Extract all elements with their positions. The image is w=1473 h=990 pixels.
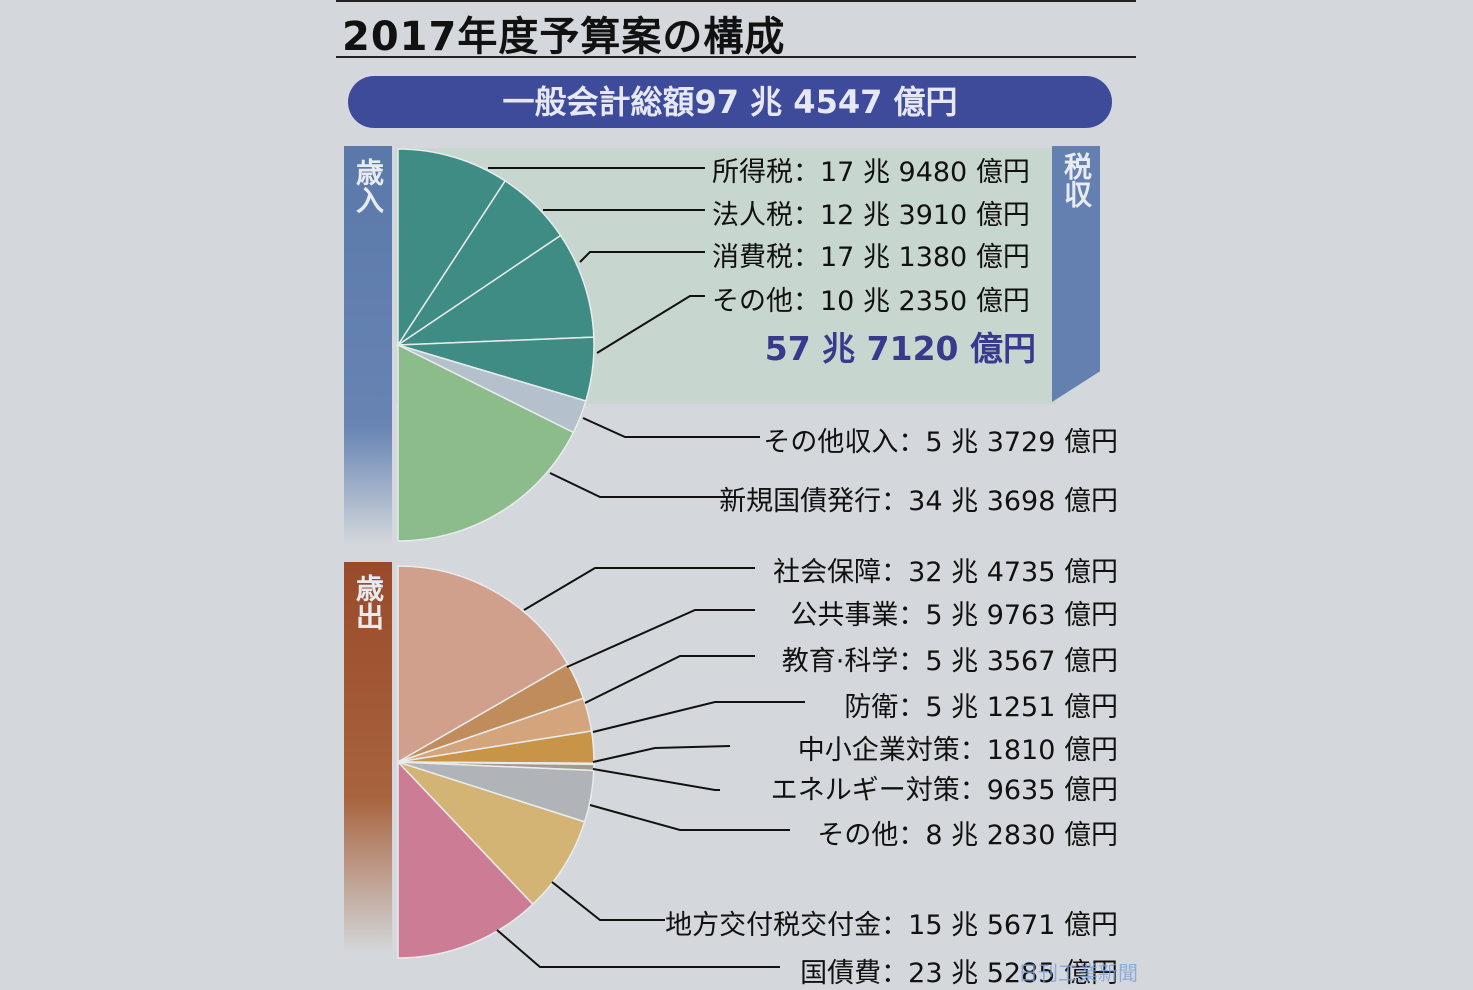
pie-slice-income-tax xyxy=(397,148,507,348)
expenditure-label-sme: 中小企業対策：1810 億円 xyxy=(797,735,1118,766)
expenditure-label-education-science: 教育·科学：5 兆 3567 億円 xyxy=(781,646,1118,677)
expenditure-label-bar: 歳出 xyxy=(344,562,392,954)
pie-slice-debt-service xyxy=(397,760,534,959)
tax-label: 税収 xyxy=(1060,152,1093,208)
expenditure-half-pie xyxy=(397,565,595,959)
revenue-label-consumption-tax: 消費税：17 兆 1380 億円 xyxy=(712,242,1030,273)
revenue-label-new-bonds: 新規国債発行：34 兆 3698 億円 xyxy=(719,486,1118,517)
revenue-label-other-tax: その他：10 兆 2350 億円 xyxy=(712,286,1030,317)
expenditure-label-defense: 防衛：5 兆 1251 億円 xyxy=(844,692,1118,723)
expenditure-label-energy: エネルギー対策：9635 億円 xyxy=(770,775,1118,806)
publisher-watermark: 日刊工業新聞 xyxy=(1018,961,1138,985)
revenue-label-other-income: その他収入：5 兆 3729 億円 xyxy=(763,427,1118,458)
pie-slice-social-security xyxy=(397,565,569,764)
expenditure-label-other: その他：8 兆 2830 億円 xyxy=(817,820,1118,851)
tax-label-bar: 税収 xyxy=(1052,146,1100,402)
revenue-label-income-tax: 所得税：17 兆 9480 億円 xyxy=(712,157,1030,188)
expenditure-label: 歳出 xyxy=(352,574,385,630)
revenue-label-bar: 歳入 xyxy=(344,146,392,546)
tax-total-value: 57 兆 7120 億円 xyxy=(764,329,1036,368)
title-top-rule xyxy=(336,0,1136,2)
pie-slice-local-allocation-tax xyxy=(397,761,586,906)
chart-title: 2017年度予算案の構成 xyxy=(342,14,786,60)
revenue-label: 歳入 xyxy=(352,158,385,214)
expenditure-label-social-security: 社会保障：32 兆 4735 億円 xyxy=(773,557,1118,588)
title-bottom-rule xyxy=(336,56,1136,58)
general-account-total: 一般会計総額97 兆 4547 億円 xyxy=(348,76,1112,128)
pie-slice-consumption-tax xyxy=(395,234,595,346)
revenue-half-pie xyxy=(395,148,595,542)
leader-lines xyxy=(488,167,805,968)
pie-slice-new-bonds xyxy=(397,343,575,542)
expenditure-label-public-works: 公共事業：5 兆 9763 億円 xyxy=(790,600,1118,631)
revenue-label-corporate-tax: 法人税：12 兆 3910 億円 xyxy=(712,200,1030,231)
expenditure-label-local-allocation-tax: 地方交付税交付金：15 兆 5671 億円 xyxy=(665,910,1118,941)
